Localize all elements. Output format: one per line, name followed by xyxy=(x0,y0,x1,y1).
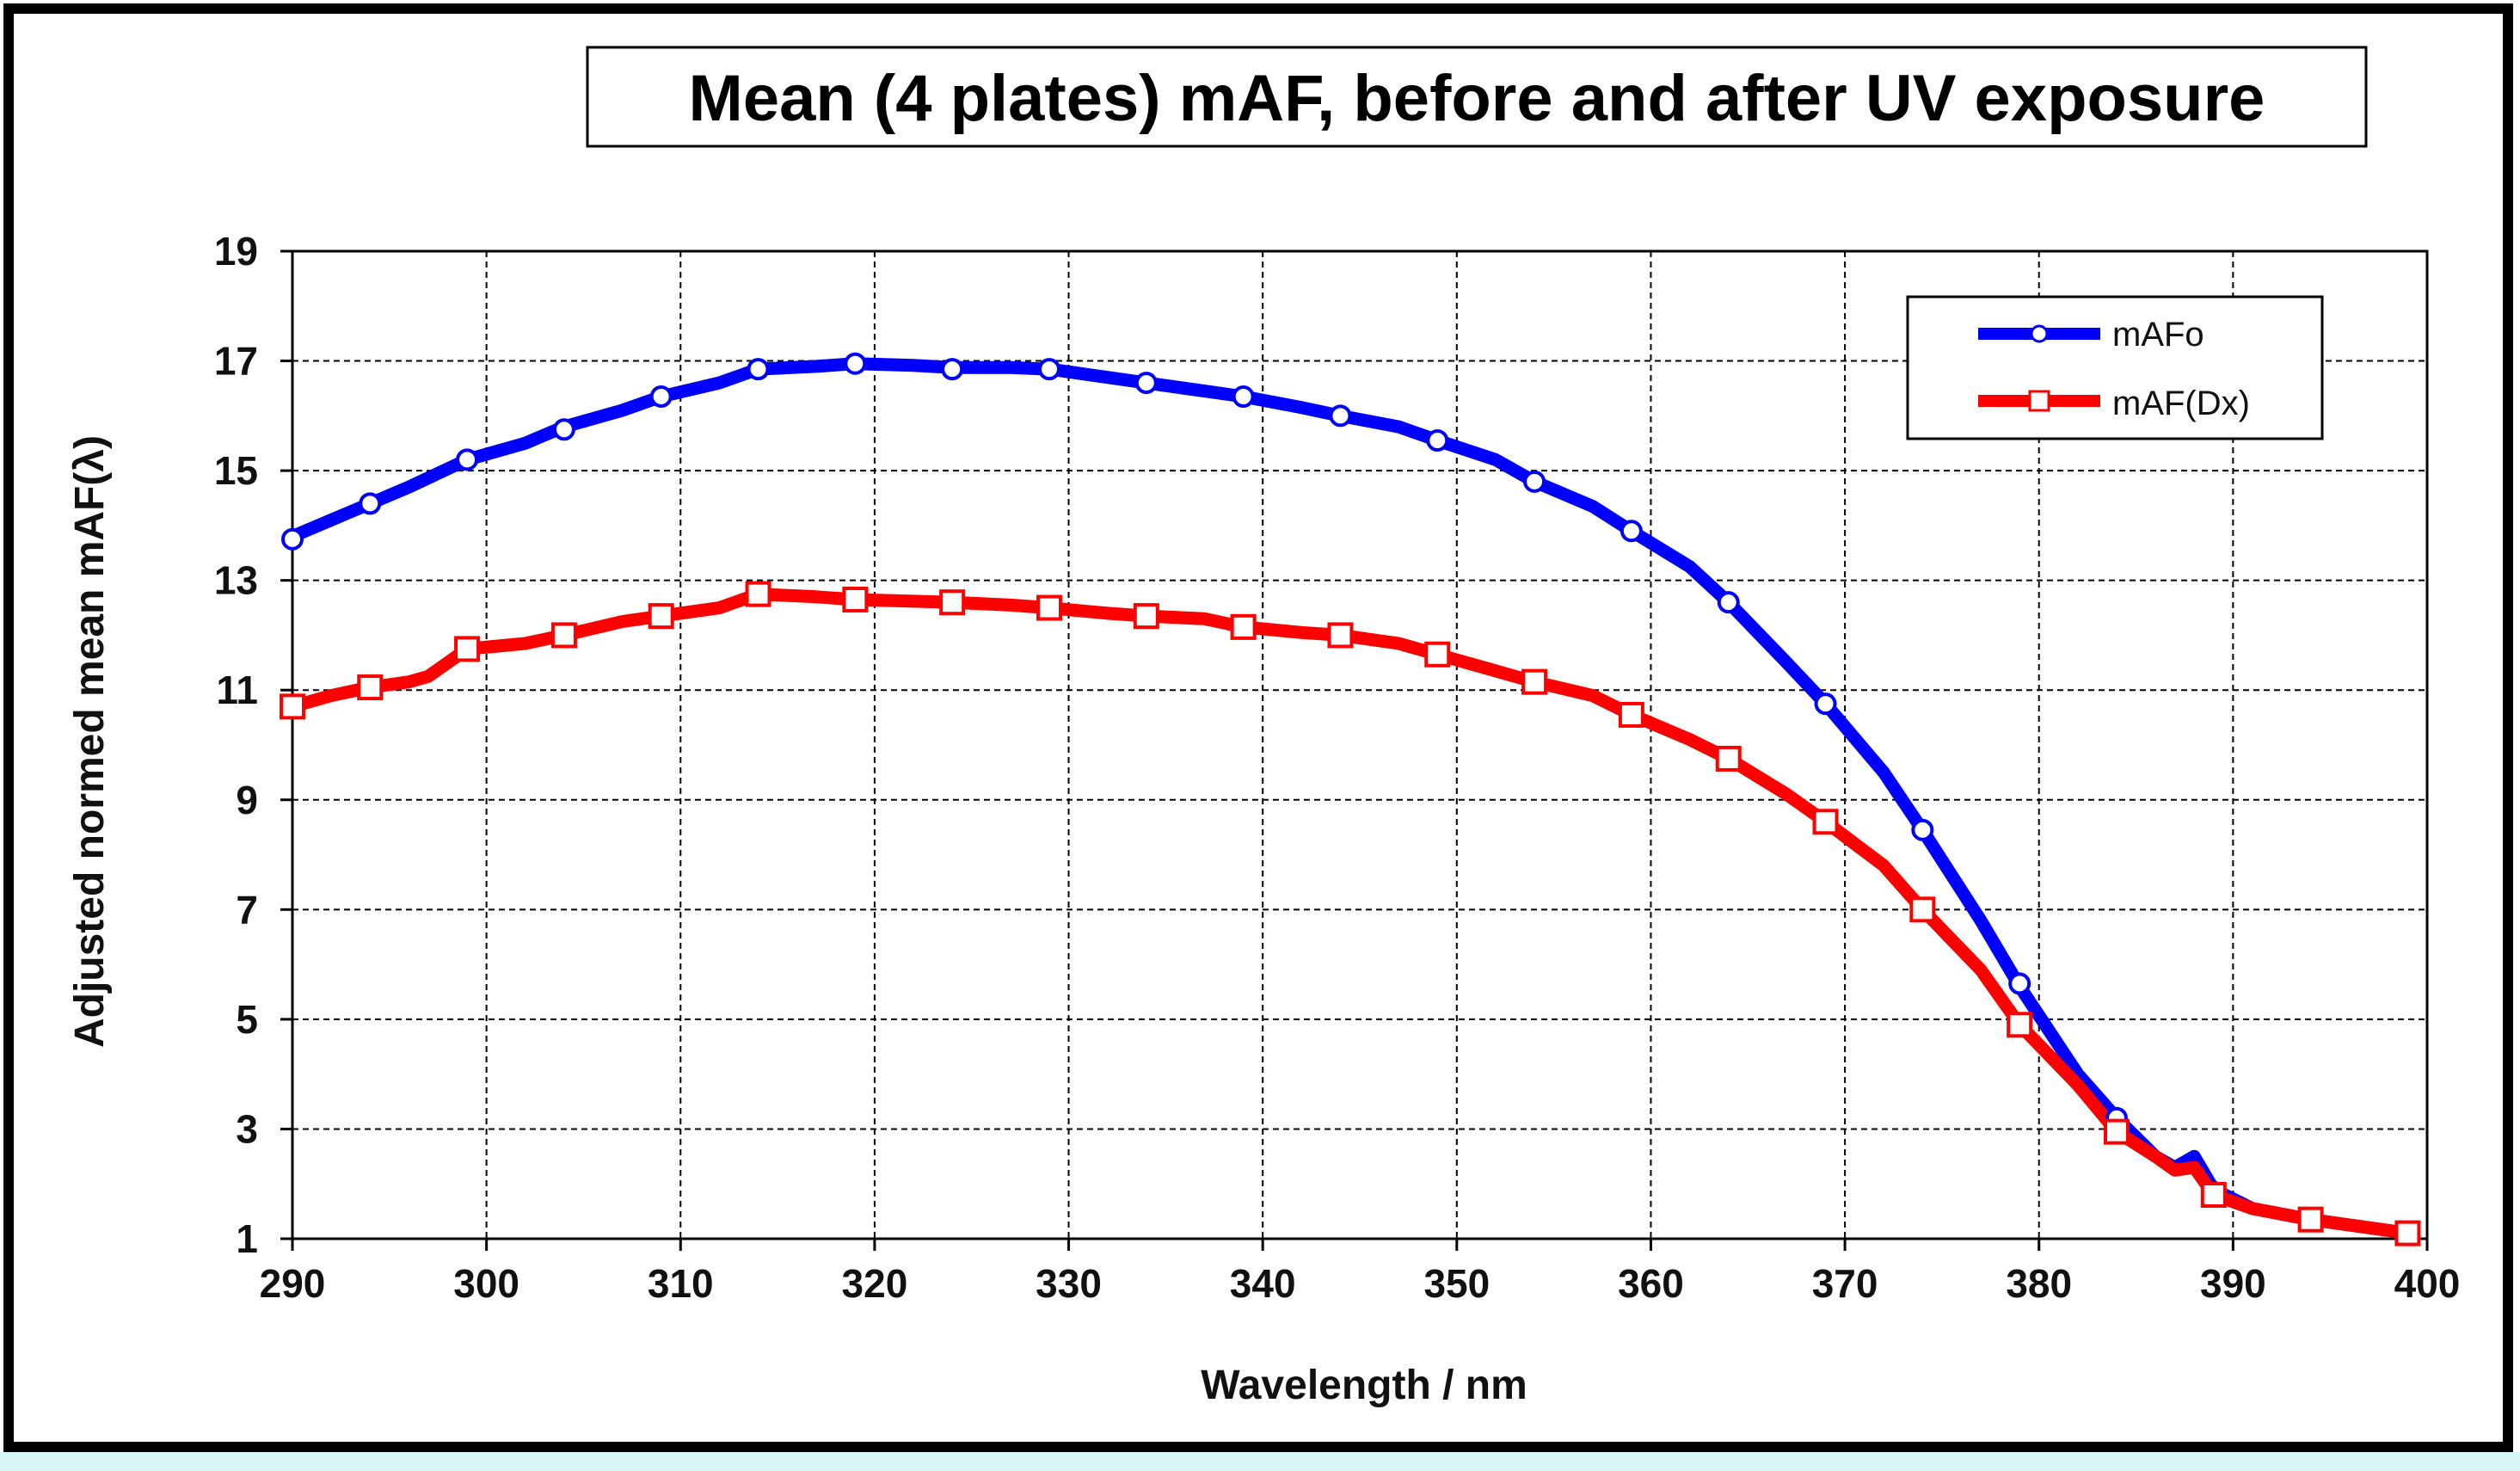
x-tick-label: 290 xyxy=(260,1261,326,1306)
plot-border xyxy=(291,249,2429,1240)
data-point-mAFo xyxy=(1814,692,1837,716)
x-axis-title: Wavelength / nm xyxy=(1201,1363,1527,1408)
data-point-mAF-Dx xyxy=(1812,809,1839,835)
chart-title: Mean (4 plates) mAF, before and after UV… xyxy=(689,62,2265,135)
x-tick-label: 400 xyxy=(2394,1261,2461,1306)
series-line-mAFo xyxy=(286,357,2414,1240)
data-point-mAFo xyxy=(1329,404,1352,428)
data-point-mAF-Dx xyxy=(939,589,966,616)
data-point-mAF-Dx xyxy=(1327,622,1354,649)
data-point-mAF-Dx xyxy=(1424,641,1451,668)
y-tick-label: 13 xyxy=(214,558,258,603)
data-point-mAF-Dx xyxy=(648,603,674,630)
data-point-mAF-Dx xyxy=(2394,1220,2421,1246)
data-point-mAF-Dx xyxy=(550,622,577,649)
x-tick-label: 360 xyxy=(1618,1261,1684,1306)
data-point-mAFo xyxy=(1426,429,1449,452)
y-tick-label: 17 xyxy=(214,339,258,384)
data-point-mAFo xyxy=(941,358,964,381)
y-tick-label: 1 xyxy=(236,1216,258,1261)
data-point-mAFo xyxy=(359,492,382,515)
x-tick-label: 320 xyxy=(842,1261,908,1306)
legend-label-mAFo: mAFo xyxy=(2112,316,2204,354)
x-tick-label: 330 xyxy=(1036,1261,1102,1306)
data-point-mAFo xyxy=(844,352,867,375)
data-point-mAF-Dx xyxy=(2007,1012,2033,1038)
x-tick-label: 310 xyxy=(648,1261,714,1306)
y-tick-label: 7 xyxy=(236,887,258,932)
data-point-mAF-Dx xyxy=(1036,594,1062,621)
data-point-mAFo xyxy=(649,385,673,409)
x-tick-label: 300 xyxy=(453,1261,519,1306)
x-tick-labels: 290 300 310 320 330 340 350 360 370 380 390 400 xyxy=(260,1261,2461,1306)
x-tick-label: 390 xyxy=(2200,1261,2266,1306)
data-point-mAFo xyxy=(747,358,770,381)
data-point-mAFo xyxy=(2008,972,2031,995)
axes xyxy=(280,249,2429,1251)
data-point-mAFo xyxy=(456,448,479,471)
series xyxy=(280,352,2421,1246)
data-point-mAFo xyxy=(1134,372,1158,395)
data-point-mAF-Dx xyxy=(2103,1118,2130,1145)
y-axis-title: Adjusted normed mean mAF(λ) xyxy=(67,435,113,1048)
data-point-mAFo xyxy=(1717,591,1740,614)
data-point-mAFo xyxy=(1911,818,1934,841)
legend-marker-mAF-Dx xyxy=(2028,390,2050,412)
data-point-mAFo xyxy=(281,527,304,551)
title-box xyxy=(586,46,2368,148)
legend-label-mAF-Dx: mAF(Dx) xyxy=(2112,385,2250,422)
x-tick-label: 340 xyxy=(1230,1261,1296,1306)
y-tick-label: 11 xyxy=(216,668,258,712)
data-point-mAF-Dx xyxy=(1521,668,1548,695)
y-tick-label: 5 xyxy=(236,997,258,1042)
data-point-mAF-Dx xyxy=(454,636,481,662)
data-point-mAFo xyxy=(1523,470,1546,493)
y-tick-label: 3 xyxy=(236,1106,258,1151)
data-point-mAF-Dx xyxy=(1909,896,1936,923)
data-point-mAF-Dx xyxy=(1133,603,1159,630)
legend-marker-mAFo xyxy=(2030,324,2049,343)
data-point-mAF-Dx xyxy=(280,693,305,720)
x-tick-label: 370 xyxy=(1812,1261,1878,1306)
data-point-mAF-Dx xyxy=(842,586,869,612)
x-tick-label: 350 xyxy=(1423,1261,1490,1306)
x-tick-label: 380 xyxy=(2006,1261,2072,1306)
data-point-mAFo xyxy=(1232,385,1255,409)
data-point-mAFo xyxy=(1620,520,1643,543)
y-tick-label: 9 xyxy=(236,778,258,822)
legend: mAFo mAF(Dx) xyxy=(1906,295,2324,440)
data-point-mAF-Dx xyxy=(2297,1206,2324,1233)
y-tick-label: 19 xyxy=(214,229,258,274)
data-point-mAF-Dx xyxy=(1618,701,1644,728)
data-point-mAFo xyxy=(552,418,575,441)
bottom-strip xyxy=(0,1452,2520,1471)
data-point-mAF-Dx xyxy=(357,674,384,701)
data-point-mAF-Dx xyxy=(1230,613,1257,640)
data-point-mAF-Dx xyxy=(745,581,771,607)
data-point-mAF-Dx xyxy=(2200,1181,2227,1208)
data-point-mAF-Dx xyxy=(1715,745,1742,772)
data-point-mAFo xyxy=(1037,358,1060,381)
legend-box xyxy=(1906,295,2324,440)
y-tick-label: 15 xyxy=(214,448,258,493)
